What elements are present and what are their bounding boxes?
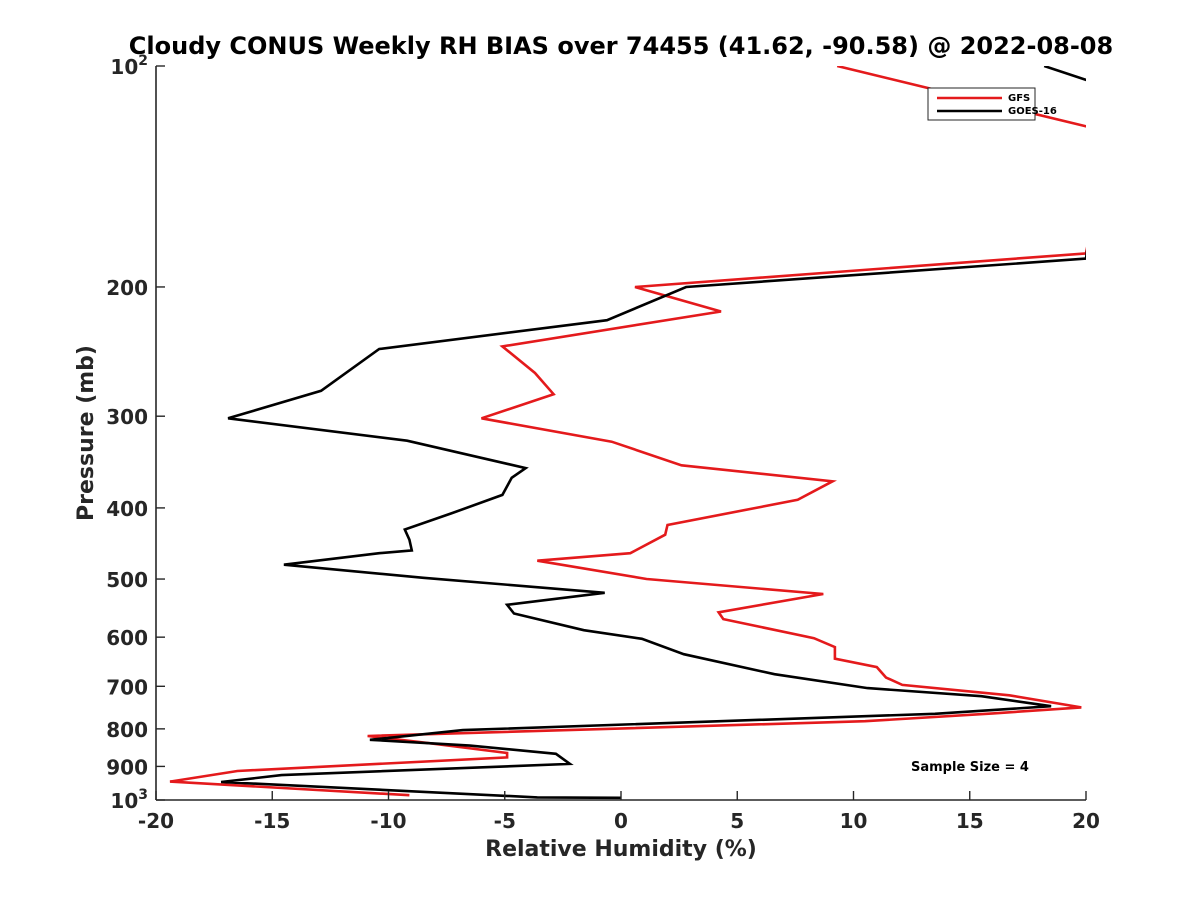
y-tick-label: 500 (106, 568, 148, 592)
y-tick-label: 700 (106, 675, 148, 699)
x-ticks: -20 -15 -10 -5 0 5 10 15 20 (138, 791, 1100, 833)
plot-area (156, 66, 1086, 800)
legend-label-goes16: GOES-16 (1008, 106, 1057, 117)
y-tick-label: 600 (106, 626, 148, 650)
y-tick-label: 103 (110, 787, 148, 813)
series-line-gfs (169, 66, 1086, 797)
x-tick-label: -20 (138, 809, 174, 833)
legend-label-gfs: GFS (1008, 93, 1030, 104)
x-tick-label: 15 (956, 809, 984, 833)
y-tick-label: 900 (106, 755, 148, 779)
y-tick-label: 102 (110, 53, 148, 79)
y-ticks: 102 200 300 400 500 600 700 800 900 103 (106, 53, 165, 813)
x-tick-label: 10 (840, 809, 868, 833)
y-tick-label: 800 (106, 718, 148, 742)
series-line-goes16 (220, 66, 1086, 800)
legend-box (927, 87, 1036, 121)
y-axis-label: Pressure (mb) (74, 345, 99, 521)
series-group (169, 66, 1086, 800)
chart-title: Cloudy CONUS Weekly RH BIAS over 74455 (… (129, 32, 1113, 60)
x-axis-label: Relative Humidity (%) (485, 837, 757, 862)
x-tick-label: 0 (614, 809, 628, 833)
x-tick-label: -10 (370, 809, 406, 833)
y-tick-label: 200 (106, 276, 148, 300)
y-tick-label: 300 (106, 405, 148, 429)
sample-size-annotation: Sample Size = 4 (911, 760, 1029, 775)
x-tick-label: 20 (1072, 809, 1100, 833)
legend: GFS GOES-16 (927, 87, 1057, 121)
x-tick-label: -15 (254, 809, 290, 833)
y-tick-label: 400 (106, 497, 148, 521)
x-tick-label: 5 (730, 809, 744, 833)
x-tick-label: -5 (494, 809, 516, 833)
